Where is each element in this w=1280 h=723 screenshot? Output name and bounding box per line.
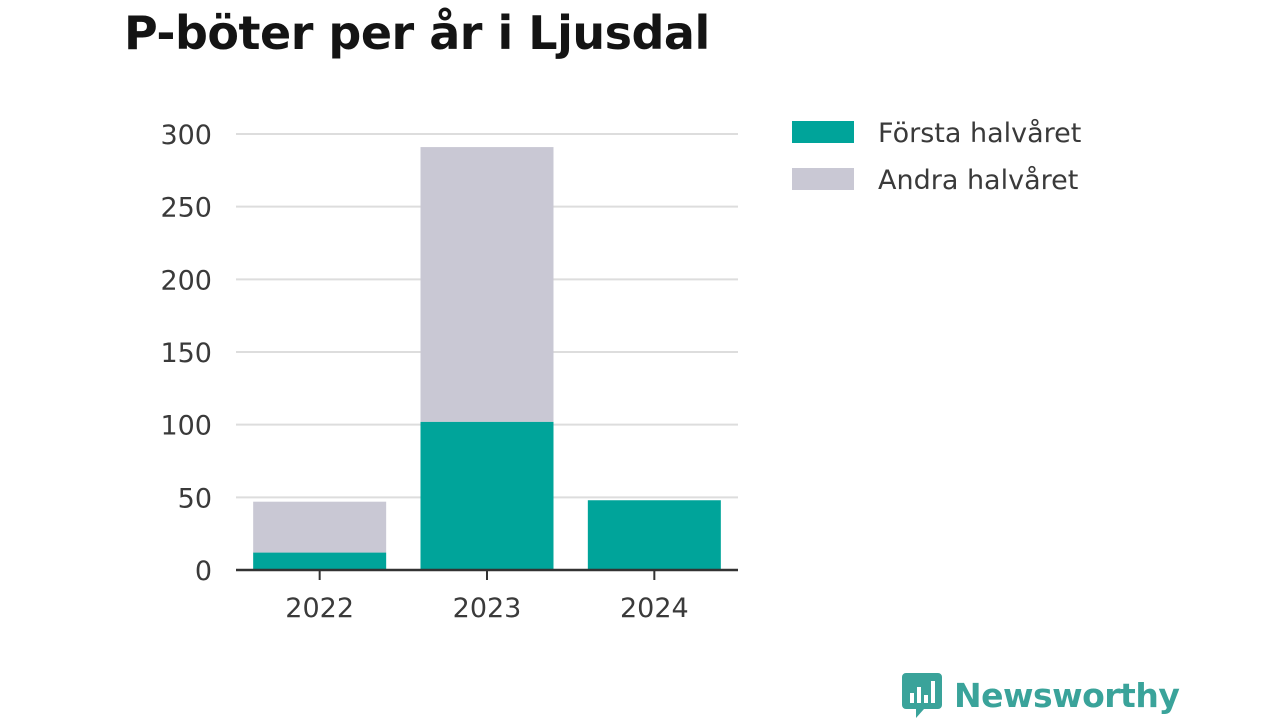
y-tick-label: 300 <box>160 120 212 151</box>
bar-2022-andra <box>253 501 387 553</box>
chart-title: P-böter per år i Ljusdal <box>124 6 710 60</box>
legend: Första halvåret Andra halvåret <box>792 118 1081 196</box>
x-tick-label: 2022 <box>285 593 354 624</box>
brand-logo: Newsworthy <box>902 670 1180 720</box>
y-tick-label: 150 <box>160 338 212 369</box>
y-tick-label: 50 <box>178 483 212 514</box>
y-axis-ticks: 0 50 100 150 200 250 300 <box>160 120 212 587</box>
legend-swatch-andra <box>792 168 854 190</box>
y-tick-label: 0 <box>195 556 212 587</box>
legend-label: Andra halvåret <box>878 165 1078 196</box>
bar-2023-andra <box>420 147 554 422</box>
y-tick-label: 250 <box>160 193 212 224</box>
y-tick-label: 100 <box>160 411 212 442</box>
bar-2023-forsta <box>420 421 554 570</box>
x-axis: 2022 2023 2024 <box>236 568 738 624</box>
y-tick-label: 200 <box>160 265 212 296</box>
legend-label: Första halvåret <box>878 118 1081 149</box>
x-tick-label: 2024 <box>620 593 689 624</box>
brand-name: Newsworthy <box>954 675 1180 715</box>
bars <box>253 147 721 570</box>
bar-2024-forsta <box>587 500 721 570</box>
legend-swatch-forsta <box>792 121 854 143</box>
x-tick-label: 2023 <box>453 593 522 624</box>
bar-2022-forsta <box>253 552 387 570</box>
bar-chart-speech-bubble-icon <box>902 671 942 719</box>
